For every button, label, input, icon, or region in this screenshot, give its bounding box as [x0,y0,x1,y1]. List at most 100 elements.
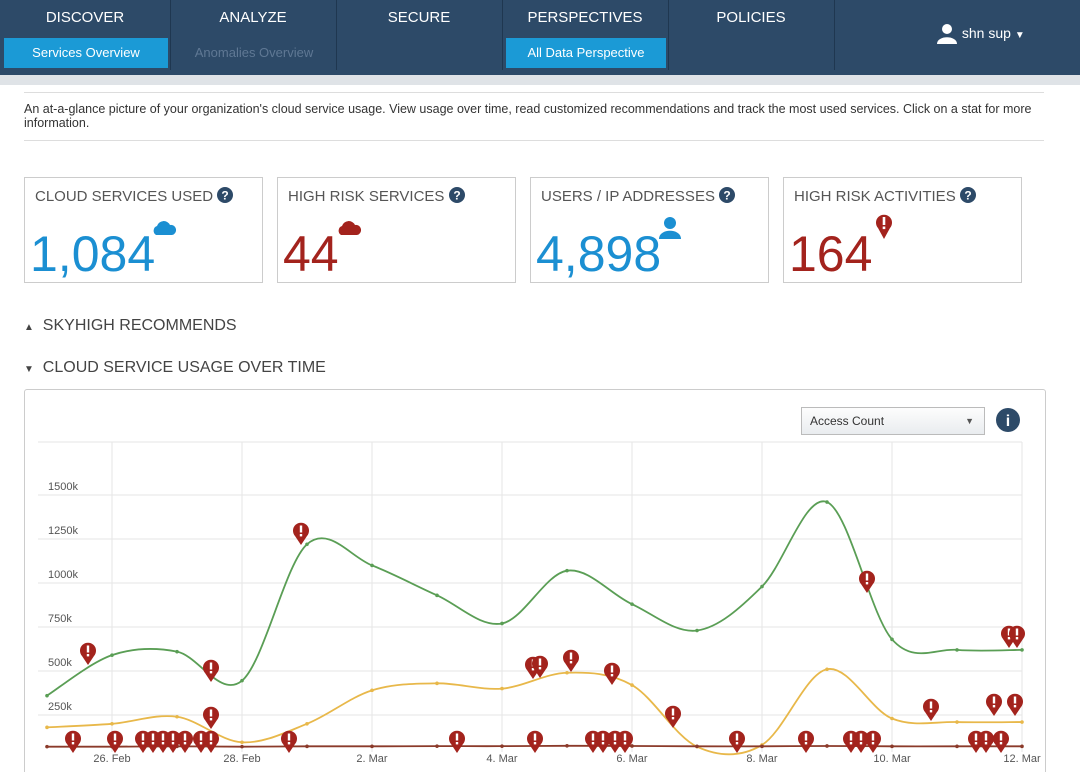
help-icon[interactable]: ? [448,187,465,203]
data-point [890,637,894,642]
x-tick-label: 12. Mar [1003,753,1041,765]
user-name[interactable]: shn sup [961,25,1011,41]
alert-pin[interactable] [449,730,465,753]
tab-label[interactable]: SECURE [387,9,451,26]
data-point [370,563,374,568]
y-tick-label: 500k [48,657,72,669]
data-point [630,602,634,606]
svg-text:?: ? [453,189,460,203]
data-point [760,584,764,589]
alert-pins [65,522,1025,753]
alert-pin[interactable] [281,730,297,753]
alert-pin[interactable] [80,642,96,665]
dropdown-value[interactable]: Access Count [810,414,885,428]
section-header[interactable]: ▼ CLOUD SERVICE USAGE OVER TIME [24,359,326,376]
data-point [955,648,959,652]
alert-pin[interactable] [203,706,219,729]
x-tick-label: 8. Mar [746,753,778,765]
sub-tab[interactable]: All Data Perspective [506,38,666,68]
alert-pin[interactable] [978,730,994,753]
stat-card[interactable]: HIGH RISK ACTIVITIES ? 164 [783,177,1022,283]
sub-tab[interactable]: Anomalies Overview [194,45,314,60]
data-point [110,722,114,726]
data-point [500,744,504,748]
alert-pin[interactable] [617,730,633,753]
data-point [695,744,699,749]
section-title[interactable]: SKYHIGH RECOMMENDS [42,317,237,334]
nav-bar: DISCOVER Services Overview ANALYZE Anomali… [0,0,1080,75]
help-icon[interactable]: ? [217,187,234,203]
stat-card[interactable]: HIGH RISK SERVICES ? 44 [277,177,516,283]
data-point [435,681,439,686]
tab-label[interactable]: DISCOVER [45,9,125,26]
section-title[interactable]: CLOUD SERVICE USAGE OVER TIME [42,359,326,376]
stat-label-text: HIGH RISK SERVICES [288,188,445,205]
data-point [240,744,244,749]
stat-card[interactable]: USERS / IP ADDRESSES ? 4,898 [530,177,769,283]
y-tick-label: 250k [48,701,72,713]
alert-pin[interactable] [293,522,309,545]
stat-label-text: CLOUD SERVICES USED [35,188,214,205]
x-tick-label: 26. Feb [93,753,130,765]
help-icon[interactable]: ? [959,187,976,203]
alert-pin[interactable] [563,649,579,672]
x-tick-label: 4. Mar [486,753,518,765]
data-point [370,688,374,693]
nav-tab[interactable]: ANALYZE Anomalies Overview [170,0,337,70]
alert-pin[interactable] [865,730,881,753]
alert-pin[interactable] [993,730,1009,753]
stat-label-text: HIGH RISK ACTIVITIES [794,188,956,205]
data-point [955,720,959,724]
data-point [175,714,179,719]
section-header[interactable]: ▲ SKYHIGH RECOMMENDS [24,317,237,334]
alert-pin[interactable] [986,693,1002,716]
grid: 250k 500k 750k 1000k 1250k 1500k 26. Feb 28. Fe… [38,442,1041,765]
alert-pin[interactable] [65,730,81,753]
y-tick-label: 1250k [48,525,78,537]
data-point [630,683,634,687]
tab-label[interactable]: PERSPECTIVES [527,9,643,26]
stat-card[interactable]: CLOUD SERVICES USED ? 1,084 [24,177,263,283]
svg-text:?: ? [964,189,971,203]
alert-pin[interactable] [1009,625,1025,648]
alert-pin[interactable] [604,662,620,685]
alert-pin[interactable] [923,698,939,721]
stat-value: 4,898 [536,226,662,282]
info-icon-glyph[interactable]: i [1006,413,1010,430]
metric-dropdown[interactable]: Access Count ▼ [801,407,985,435]
alert-pin[interactable] [798,730,814,753]
alert-pin[interactable] [203,730,219,753]
info-icon[interactable] [996,408,1020,432]
cloud-icon [153,221,177,235]
alert-pin[interactable] [527,730,543,753]
data-point [305,744,309,749]
nav-tab[interactable]: POLICIES [668,0,835,70]
tab-label[interactable]: POLICIES [716,9,786,26]
nav-tab[interactable]: SECURE [336,0,503,70]
alert-pin[interactable] [729,730,745,753]
help-icon[interactable]: ? [719,187,736,203]
tab-label[interactable]: ANALYZE [219,9,287,26]
alert-pin[interactable] [177,730,193,753]
alert-pin[interactable] [665,705,681,728]
stat-value: 164 [789,226,873,282]
alert-icon [876,214,892,239]
alert-pin[interactable] [859,570,875,593]
alert-pin[interactable] [1007,693,1023,716]
y-tick-label: 750k [48,613,72,625]
nav-tab[interactable]: PERSPECTIVES All Data Perspective [502,0,669,70]
user-menu[interactable]: shn sup ▼ [936,22,1025,45]
y-tick-label: 1000k [48,569,78,581]
data-point [435,593,439,598]
stat-value: 1,084 [30,226,156,282]
data-point [630,744,634,748]
nav-tab[interactable]: DISCOVER Services Overview [0,0,171,70]
data-point [500,686,504,691]
data-point [825,667,829,672]
chart-panel [24,389,1046,772]
sub-tab[interactable]: Services Overview [4,38,168,68]
data-point [890,716,894,721]
data-point [565,744,569,748]
alert-pin[interactable] [107,730,123,753]
